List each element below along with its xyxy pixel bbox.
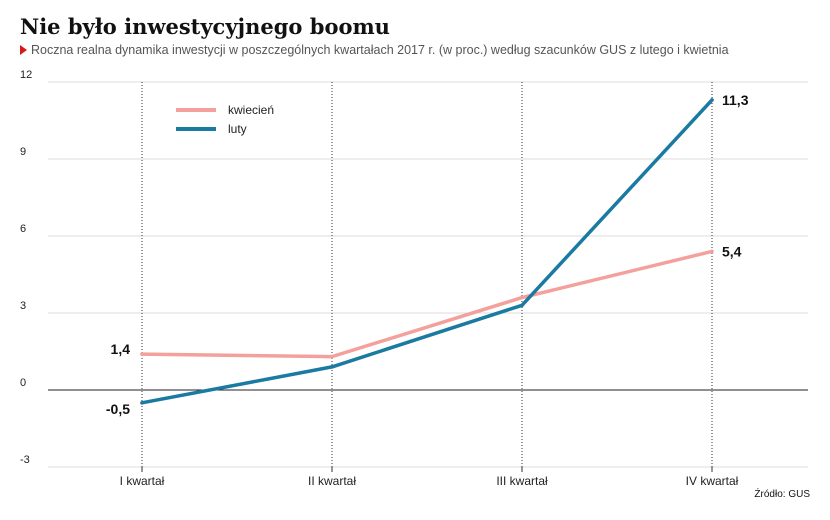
chart-title: Nie było inwestycyjnego boomu	[20, 14, 390, 39]
data-label-1-3: 11,3	[722, 92, 749, 108]
series-1-point-3	[710, 98, 714, 102]
legend: kwiecień luty	[176, 103, 274, 136]
y-tick-label-2: 3	[20, 300, 26, 312]
chart-subtitle-text: Roczna realna dynamika inwestycji w posz…	[31, 43, 729, 57]
data-labels: 1,4 5,4 -0,5 11,3	[106, 92, 749, 417]
series-lines	[140, 98, 714, 405]
series-0-point-2	[520, 295, 524, 300]
series-0-point-3	[710, 249, 714, 254]
series-line-0	[140, 249, 714, 359]
series-1-point-2	[520, 303, 524, 308]
x-category-label-2: III kwartał	[496, 474, 548, 488]
chart-subtitle: Roczna realna dynamika inwestycji w posz…	[20, 43, 729, 57]
x-axis-categories: I kwartał II kwartał III kwartał IV kwartał	[120, 474, 739, 488]
x-category-label-1: II kwartał	[308, 474, 356, 488]
y-tick-label-3: 6	[20, 223, 26, 235]
data-label-0-0: 1,4	[111, 341, 131, 357]
legend-label-0: kwiecień	[228, 103, 274, 117]
y-axis-ticks: -3 0 3 6 9 12	[20, 69, 32, 466]
y-tick-label-4: 9	[20, 146, 26, 158]
x-category-label-0: I kwartał	[120, 474, 165, 488]
series-0-point-0	[140, 352, 144, 356]
grid-lines	[48, 81, 808, 472]
data-label-0-3: 5,4	[722, 243, 742, 259]
y-tick-label-5: 12	[20, 69, 32, 81]
source-note: Źródło: GUS	[754, 489, 810, 500]
y-tick-label-1: 0	[20, 377, 26, 389]
subtitle-marker-icon	[20, 45, 27, 55]
series-1-point-1	[330, 365, 334, 369]
legend-label-1: luty	[228, 122, 247, 136]
series-1-point-0	[140, 401, 144, 405]
series-0-point-1	[330, 354, 334, 359]
series-line-1	[140, 98, 714, 405]
x-category-label-3: IV kwartał	[686, 474, 739, 488]
y-tick-label-0: -3	[20, 454, 30, 466]
data-label-1-0: -0,5	[106, 401, 130, 417]
